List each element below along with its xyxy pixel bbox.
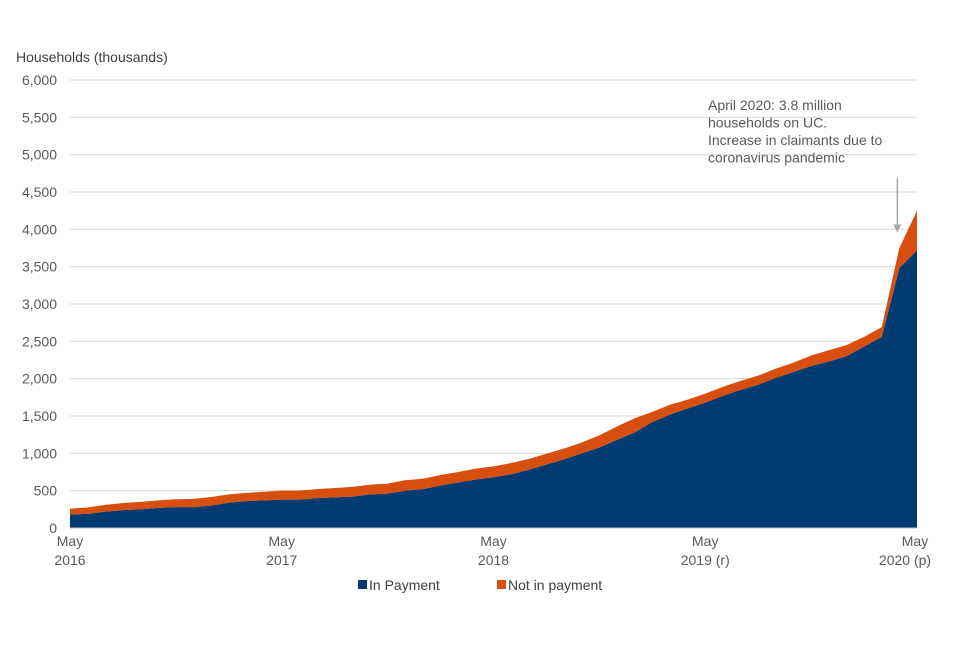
x-tick-label: 2020 (p) xyxy=(879,552,931,568)
y-tick-label: 2,500 xyxy=(22,333,57,349)
y-tick-label: 4,000 xyxy=(22,221,57,237)
y-tick-label: 500 xyxy=(34,483,58,499)
annotation-text: Increase in claimants due to xyxy=(708,132,883,148)
y-tick-label: 0 xyxy=(49,520,57,536)
x-tick-label: 2016 xyxy=(54,552,85,568)
y-axis-ticks: 0 500 1,000 1,500 2,000 2,500 3,000 3,500 4,000 4… xyxy=(22,72,57,536)
area-series xyxy=(70,210,917,529)
x-tick-label: 2017 xyxy=(266,552,297,568)
x-tick-label: 2018 xyxy=(478,552,509,568)
annotation-text: households on UC. xyxy=(708,115,827,131)
annotation-text: coronavirus pandemic xyxy=(708,150,845,166)
y-axis-title: Households (thousands) xyxy=(16,49,168,65)
gridlines xyxy=(70,79,917,492)
x-axis-ticks: May 2016 May 2017 May 2018 May 2019 (r) May 2020 … xyxy=(54,533,931,568)
y-tick-label: 3,000 xyxy=(22,296,57,312)
x-tick-label: May xyxy=(57,533,83,549)
y-tick-label: 1,500 xyxy=(22,408,57,424)
legend-swatch xyxy=(358,580,367,589)
annotation-arrow-head xyxy=(893,224,902,233)
area-in-payment xyxy=(70,250,917,529)
x-tick-label: May xyxy=(480,533,506,549)
x-tick-label: May xyxy=(269,533,295,549)
y-tick-label: 2,000 xyxy=(22,371,57,387)
y-tick-label: 6,000 xyxy=(22,72,57,88)
x-tick-label: 2019 (r) xyxy=(681,552,730,568)
y-tick-label: 5,500 xyxy=(22,109,57,125)
y-tick-label: 5,000 xyxy=(22,147,57,163)
legend-label: In Payment xyxy=(369,577,440,593)
legend: In Payment Not in payment xyxy=(358,577,602,593)
x-tick-label: May xyxy=(692,533,718,549)
y-tick-label: 4,500 xyxy=(22,184,57,200)
annotation-text: April 2020: 3.8 million xyxy=(708,97,842,113)
legend-label: Not in payment xyxy=(508,577,602,593)
y-tick-label: 3,500 xyxy=(22,259,57,275)
legend-swatch xyxy=(497,580,506,589)
y-tick-label: 1,000 xyxy=(22,445,57,461)
annotation: April 2020: 3.8 million households on UC.… xyxy=(708,97,902,233)
x-tick-label: May xyxy=(902,533,928,549)
